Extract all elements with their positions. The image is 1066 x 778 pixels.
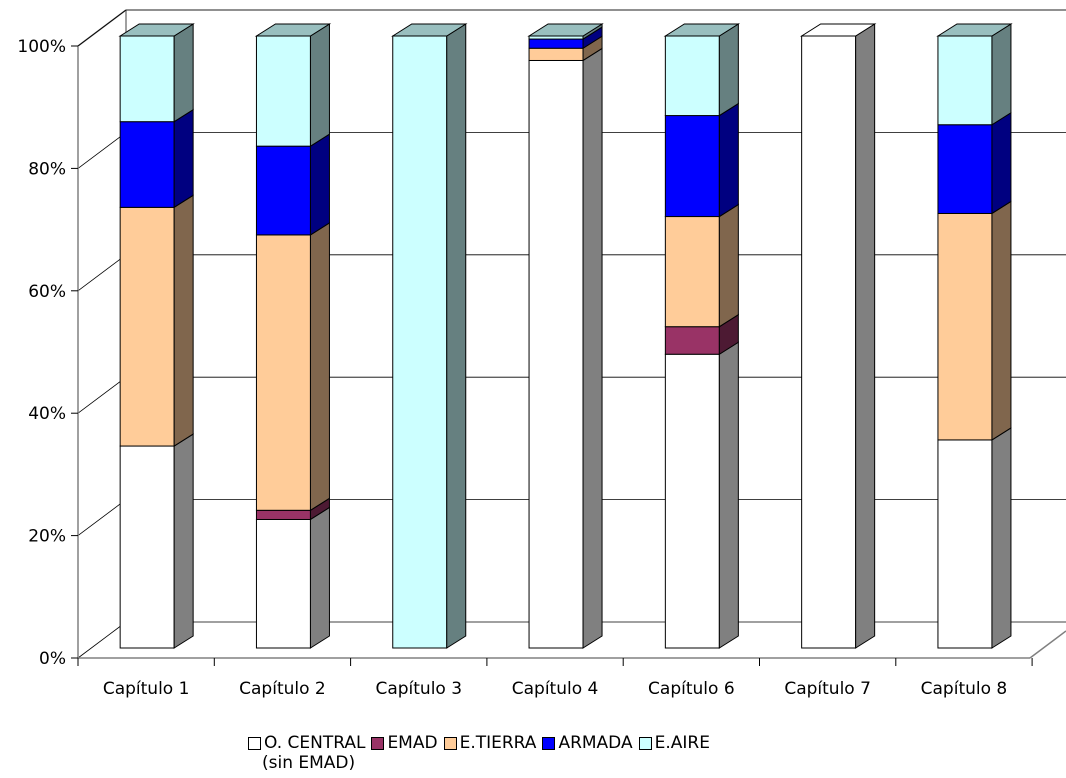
legend-item-o-central: O. CENTRAL	[248, 733, 365, 753]
bar-top-1	[254, 23, 332, 37]
legend-label-e-aire: E.AIRE	[654, 733, 710, 753]
bar-e-tierra-3	[528, 47, 584, 61]
bar-e-aire-6	[937, 35, 993, 126]
bar-side-0-0	[173, 433, 194, 649]
bar-side-2-4	[718, 203, 739, 328]
bar-stack-3	[527, 23, 604, 649]
bar-o-central-sin-emad--5	[801, 35, 857, 649]
gridline-side-2	[77, 376, 127, 414]
legend-swatch-o-central	[248, 736, 261, 750]
bar-side-2-1	[309, 221, 330, 512]
bar-stack-4	[663, 23, 741, 649]
gridline-side-4	[77, 132, 127, 169]
bar-side-2-0	[173, 194, 194, 447]
bar-armada-0	[119, 121, 175, 208]
bar-o-central-sin-emad--0	[119, 445, 175, 649]
bar-side-3-4	[718, 102, 739, 218]
bar-side-0-3	[582, 47, 603, 649]
legend-label-armada: ARMADA	[558, 733, 633, 753]
legend-swatch-e-aire	[638, 736, 652, 750]
bars	[118, 23, 1013, 649]
bar-e-aire-0	[119, 35, 175, 123]
y-tick-label: 40%	[28, 404, 66, 424]
bar-armada-1	[255, 145, 311, 236]
legend-swatch-armada	[542, 736, 556, 750]
bar-stack-0	[118, 23, 195, 649]
bar-e-aire-4	[664, 35, 720, 117]
bar-side-3-6	[991, 111, 1012, 215]
bar-side-4-2	[446, 23, 467, 649]
bar-stack-6	[936, 23, 1013, 649]
bar-top-4	[663, 23, 741, 37]
legend: O. CENTRAL EMAD E.TIERRA ARMADA E.AIRE (…	[248, 733, 716, 773]
bar-emad-4	[664, 326, 720, 355]
bar-top-5	[799, 23, 877, 37]
legend-label-e-tierra: E.TIERRA	[459, 733, 537, 753]
y-tick-label: 0%	[39, 649, 66, 669]
legend-swatch-emad	[371, 736, 385, 750]
bar-armada-4	[664, 115, 720, 218]
legend-item-emad: EMAD	[371, 733, 438, 753]
bar-stack-1	[254, 23, 332, 649]
x-tick-label: Capítulo 2	[239, 679, 326, 699]
bar-e-tierra-1	[255, 234, 311, 511]
x-tick-label: Capítulo 4	[512, 679, 599, 699]
bar-side-2-6	[991, 200, 1012, 441]
bar-top-0	[118, 23, 195, 37]
gridline-side-3	[77, 254, 127, 292]
bar-emad-1	[255, 509, 311, 520]
bar-side-0-5	[855, 23, 876, 649]
bar-side-0-4	[718, 341, 739, 649]
gridline-side-0	[77, 621, 127, 659]
gridline-side-1	[77, 499, 127, 536]
x-tick-label: Capítulo 3	[375, 679, 462, 699]
legend-item-armada: ARMADA	[542, 733, 633, 753]
bar-stack-2	[391, 23, 468, 649]
legend-row: O. CENTRAL EMAD E.TIERRA ARMADA E.AIRE	[248, 733, 716, 753]
y-tick-label: 20%	[28, 527, 66, 547]
bar-side-0-6	[991, 427, 1012, 649]
legend-label-emad: EMAD	[387, 733, 438, 753]
bar-o-central-sin-emad--3	[528, 59, 584, 649]
bar-armada-6	[937, 124, 993, 214]
bar-e-tierra-4	[664, 216, 720, 328]
y-tick-label: 100%	[17, 37, 66, 57]
axes	[71, 45, 1066, 666]
y-tick-labels: 0% 20% 40% 60% 80% 100%	[17, 37, 66, 669]
floor-right-edge	[1029, 630, 1066, 659]
bar-top-3	[527, 23, 604, 37]
x-tick-label: Capítulo 1	[103, 679, 190, 699]
x-tick-label: Capítulo 6	[648, 679, 735, 699]
bar-e-tierra-6	[937, 212, 993, 441]
bar-side-4-4	[718, 23, 739, 117]
legend-item-e-aire: E.AIRE	[638, 733, 710, 753]
bar-o-central-sin-emad--4	[664, 353, 720, 649]
bar-top-2	[391, 23, 468, 37]
bar-side-4-1	[309, 23, 330, 148]
bar-e-aire-1	[255, 35, 311, 147]
bar-o-central-sin-emad--6	[937, 439, 993, 649]
bar-e-aire-2	[392, 35, 448, 649]
y-tick-label: 60%	[28, 282, 66, 302]
bar-armada-3	[528, 38, 584, 49]
bar-top-6	[936, 23, 1013, 37]
bar-side-4-0	[173, 23, 194, 123]
x-tick-label: Capítulo 8	[921, 679, 1008, 699]
legend-label-o-central-line2: (sin EMAD)	[262, 753, 356, 773]
bar-side-4-6	[991, 23, 1012, 126]
legend-label-o-central: O. CENTRAL	[264, 733, 366, 753]
bar-stack-5	[799, 23, 877, 649]
gridline-side-5	[77, 9, 127, 47]
y-tick-label: 80%	[28, 159, 66, 179]
legend-item-e-tierra: E.TIERRA	[443, 733, 537, 753]
bar-side-0-1	[309, 506, 330, 649]
legend-swatch-e-tierra	[443, 736, 457, 750]
bar-side-3-1	[309, 133, 330, 236]
bar-side-3-0	[173, 108, 194, 209]
x-tick-labels: Capítulo 1 Capítulo 2 Capítulo 3 Capítulo 4…	[103, 679, 1007, 699]
bar-o-central-sin-emad--1	[255, 518, 311, 649]
x-tick-label: Capítulo 7	[784, 679, 871, 699]
bar-e-tierra-0	[119, 206, 175, 447]
